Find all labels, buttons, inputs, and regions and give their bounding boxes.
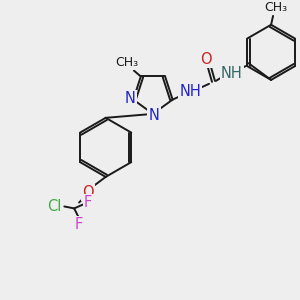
Text: Cl: Cl [47, 199, 62, 214]
Text: N: N [148, 108, 159, 123]
Text: O: O [200, 52, 212, 67]
Text: NH: NH [221, 65, 243, 80]
Text: CH₃: CH₃ [265, 1, 288, 13]
Text: CH₃: CH₃ [116, 56, 139, 69]
Text: N: N [125, 91, 136, 106]
Text: F: F [84, 195, 92, 210]
Text: F: F [75, 217, 83, 232]
Text: O: O [82, 185, 94, 200]
Text: NH: NH [179, 84, 201, 99]
